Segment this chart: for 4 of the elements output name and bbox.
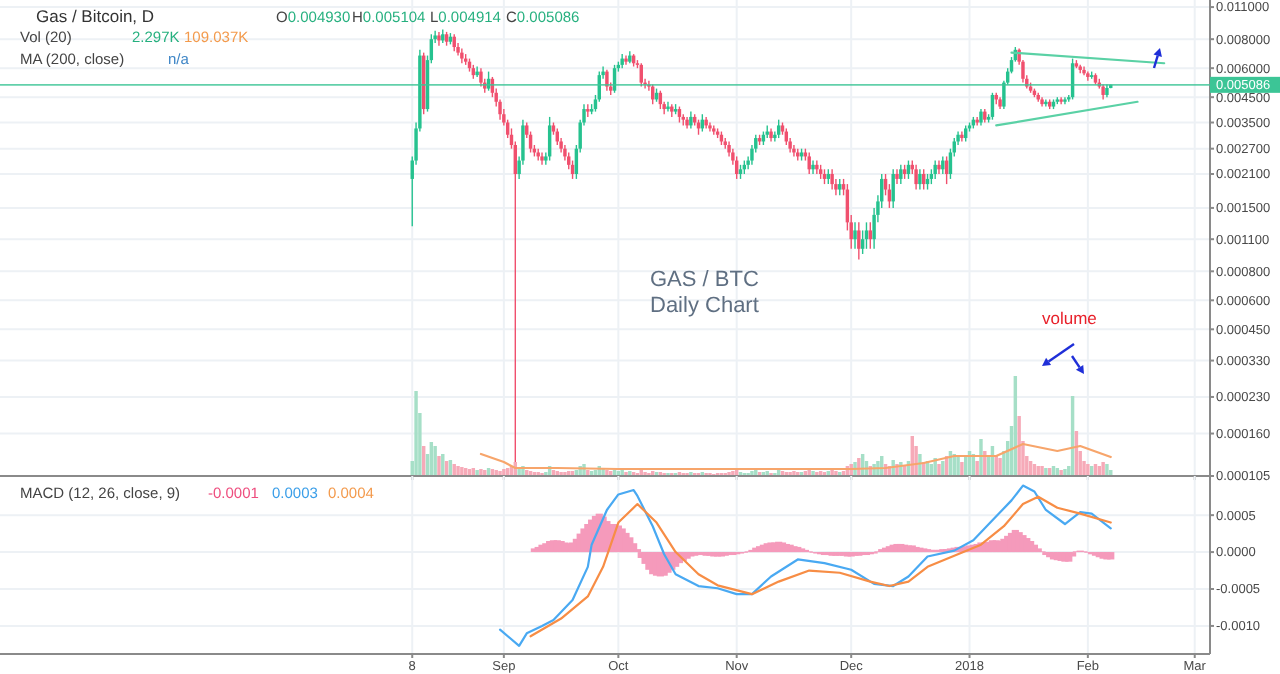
chart-title: Gas / Bitcoin, D — [36, 6, 155, 26]
annotation: Daily Chart — [650, 294, 759, 318]
annotation: volume — [1042, 308, 1098, 328]
annotation: GAS / BTC — [650, 268, 759, 292]
